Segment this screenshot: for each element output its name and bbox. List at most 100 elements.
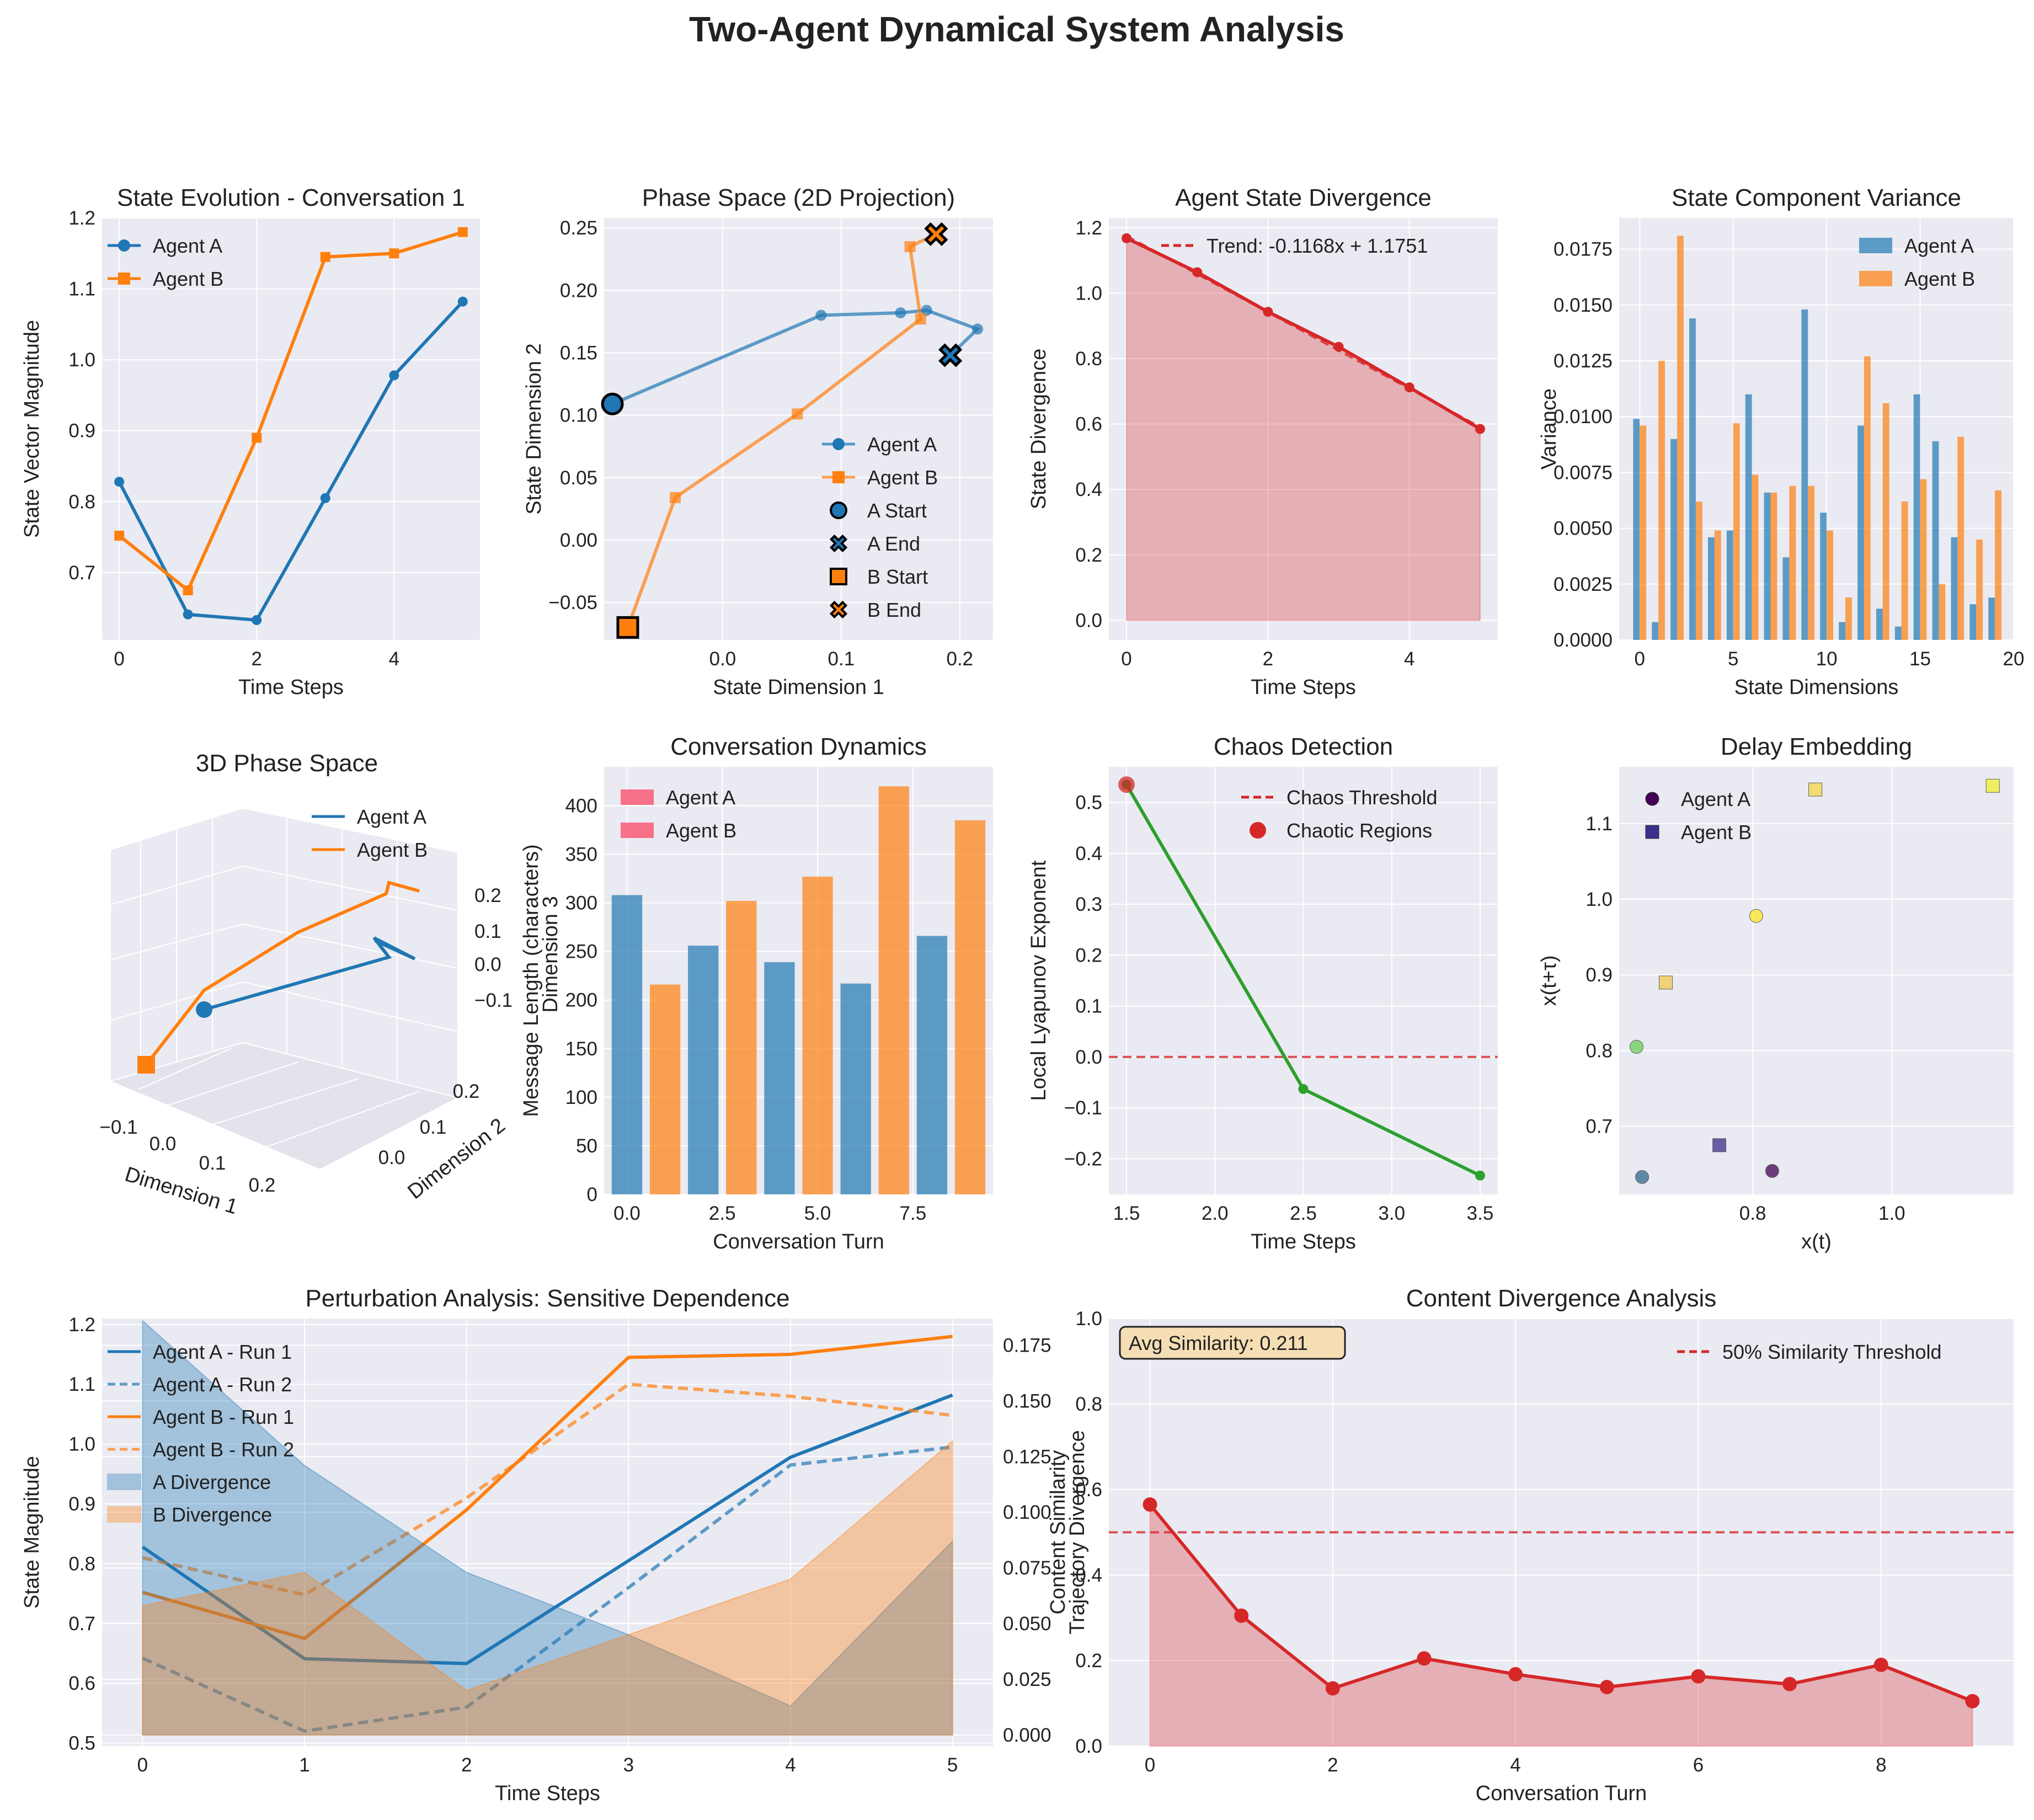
divergence-xlabel: Time Steps: [1251, 676, 1356, 699]
perturbation-ylabel: State Magnitude: [20, 1456, 44, 1609]
content_divergence-point: [1691, 1669, 1706, 1684]
state_evolution-ylabel: State Vector Magnitude: [20, 320, 44, 538]
state_evolution-xtick-label: 0: [114, 648, 124, 670]
phase_space_2d-legend-marker: [830, 568, 847, 585]
content_divergence-xlabel: Conversation Turn: [1476, 1782, 1647, 1805]
phase_space_2d-ytick-label: 0.05: [560, 467, 597, 489]
phase_space_2d-endpoint-marker: [938, 343, 963, 367]
state_evolution-point: [320, 252, 330, 262]
phase_space_2d-legend-marker: [829, 534, 848, 553]
variance-bar: [1857, 425, 1864, 640]
perturbation-series-line: [142, 1383, 953, 1597]
conversation_dynamics-bar: [802, 877, 833, 1194]
content_divergence-ytick-label: 0.4: [1075, 1565, 1102, 1586]
delay_embedding-legend-marker: [1645, 792, 1659, 806]
content_divergence-xtick-label: 8: [1876, 1754, 1886, 1776]
conversation_dynamics-panel: 0.0 2.5 5.0 7.5 0 50 100 150 200 250 300 350 400 Conv…: [520, 733, 993, 1253]
variance-bar: [1969, 604, 1977, 640]
perturbation-y2tick-label: 0.100: [1003, 1502, 1051, 1523]
state_evolution-legend: Agent A Agent B: [108, 234, 223, 290]
variance-bar: [1782, 557, 1790, 640]
state_evolution-point: [389, 370, 399, 381]
perturbation-legend-entry: B Divergence: [107, 1503, 272, 1526]
variance-legend: Agent A Agent B: [1859, 234, 1975, 290]
phase_space_2d-legend-label: Agent A: [867, 433, 937, 456]
delay_embedding-point: [1985, 778, 2000, 793]
figure-title: Two-Agent Dynamical System Analysis: [689, 9, 1344, 49]
content_divergence-xtick-label: 4: [1510, 1754, 1520, 1776]
conversation_dynamics-bar: [726, 901, 757, 1194]
variance-bar: [1770, 492, 1777, 640]
variance-bar: [1633, 419, 1640, 640]
content_divergence-annotation-box: [1119, 1326, 1346, 1360]
divergence-xtick-label: 0: [1121, 648, 1131, 670]
divergence-ytick-label: 0.4: [1075, 479, 1102, 500]
phase_space_3d-title: 3D Phase Space: [196, 750, 378, 777]
variance-bar: [1976, 539, 1983, 640]
conversation_dynamics-ytick-label: 300: [565, 893, 597, 914]
variance-bar: [1789, 485, 1796, 640]
chaos-point: [1475, 1170, 1485, 1181]
variance-ytick-label: 0.0075: [1553, 462, 1613, 483]
divergence-plot-area: [1109, 218, 1498, 640]
conversation_dynamics-ytick-label: 0: [587, 1184, 597, 1205]
phase_space_2d-legend-marker: [829, 600, 848, 619]
conversation_dynamics-ytick-label: 350: [565, 844, 597, 866]
phase_space_3d-legend: Agent A Agent B: [312, 805, 428, 861]
perturbation-legend: Agent A - Run 1 Agent A - Run 2 Agent B - …: [107, 1341, 294, 1526]
divergence-panel: 0 2 4 0.0 0.2 0.4 0.6 0.8 1.0 1.2 Agent State Dive…: [1027, 184, 1498, 699]
perturbation-ytick-label: 0.8: [68, 1553, 95, 1575]
state_evolution-ytick-label: 0.9: [68, 420, 95, 442]
phase_space_2d-title: Phase Space (2D Projection): [642, 184, 955, 211]
chaos-legend-label: Chaotic Regions: [1286, 819, 1432, 842]
delay_embedding-point: [1808, 782, 1823, 797]
conversation_dynamics-xtick-label: 7.5: [900, 1203, 927, 1224]
perturbation-ytick-label: 0.7: [68, 1613, 95, 1635]
phase_space_2d-endpoint-marker: [601, 392, 624, 415]
delay_embedding-legend-label: Agent A: [1681, 788, 1750, 810]
phase_space_3d-ytick-label: 0.1: [420, 1117, 447, 1138]
divergence-trend-line: [1126, 234, 1481, 428]
conversation_dynamics-ytick-label: 100: [565, 1087, 597, 1108]
state_evolution-ytick-label: 1.0: [68, 349, 95, 371]
delay_embedding-ytick-label: 0.8: [1585, 1040, 1613, 1061]
perturbation-series-line: [142, 1445, 953, 1733]
perturbation-legend-entry: Agent A - Run 2: [108, 1373, 292, 1396]
chaos-ytick-label: 0.5: [1075, 792, 1102, 814]
conversation_dynamics-bar: [611, 895, 643, 1194]
content_divergence-ytick-label: 0.6: [1075, 1479, 1102, 1501]
variance-bar: [1845, 597, 1852, 640]
conversation_dynamics-ytick-label: 400: [565, 795, 597, 816]
state_evolution-point: [457, 296, 468, 307]
conversation_dynamics-xtick-label: 5.0: [804, 1203, 831, 1224]
conversation_dynamics-legend: Agent A Agent B: [621, 786, 736, 842]
state_evolution-point: [457, 227, 468, 237]
phase_space_3d-legend-entry: Agent A: [312, 805, 426, 828]
chaos-ytick-label: −0.1: [1064, 1097, 1102, 1119]
perturbation-xtick-label: 0: [137, 1754, 148, 1776]
divergence-ytick-label: 0.8: [1075, 348, 1102, 370]
phase_space_2d-legend-entry: B End: [829, 599, 921, 621]
chaos-ytick-label: 0.2: [1075, 944, 1102, 966]
variance-bar: [1882, 403, 1889, 640]
chaos-ytick-label: 0.0: [1075, 1047, 1102, 1068]
content_divergence-point: [1417, 1651, 1432, 1666]
variance-bar: [1876, 609, 1883, 640]
perturbation-legend-patch: [107, 1474, 141, 1490]
delay_embedding-xtick-label: 1.0: [1878, 1203, 1905, 1224]
perturbation-legend-entry: Agent A - Run 1: [108, 1341, 292, 1363]
variance-xtick-label: 5: [1728, 648, 1738, 670]
phase_space_2d-legend: Agent A Agent B A Start A End B Start B End: [822, 433, 938, 621]
content_divergence-ylabel: Content Similarity: [1047, 1450, 1070, 1615]
variance-bar: [1689, 318, 1696, 640]
variance-bar: [1752, 474, 1759, 640]
variance-bar: [1820, 513, 1827, 640]
chaos-point: [1298, 1084, 1309, 1095]
variance-legend-entry: Agent B: [1859, 268, 1975, 290]
conversation_dynamics-title: Conversation Dynamics: [670, 733, 927, 760]
delay_embedding-point: [1765, 1163, 1779, 1178]
state_evolution-legend-marker: [118, 239, 130, 252]
phase_space_3d-grid: [110, 865, 458, 911]
chaos-legend-marker: [1250, 822, 1266, 839]
